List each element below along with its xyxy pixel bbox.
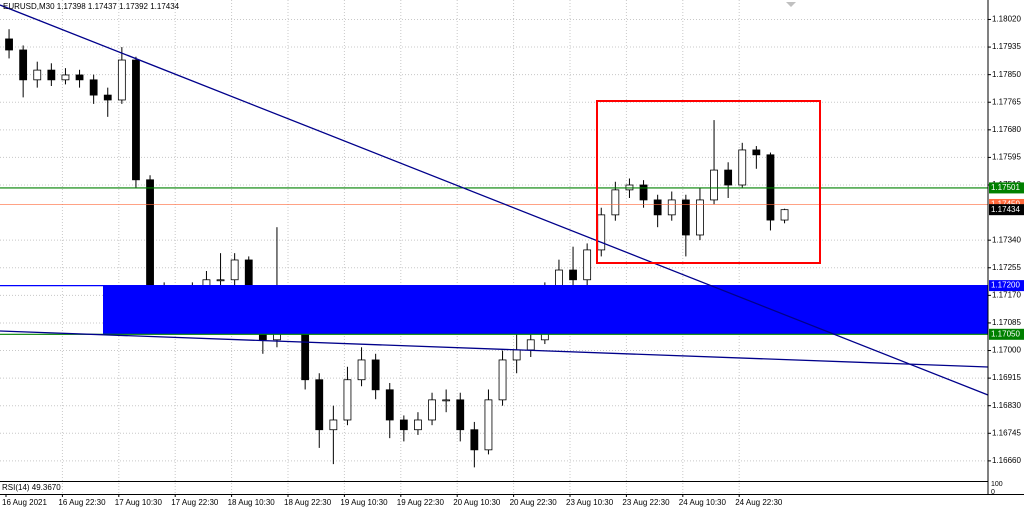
candle-body — [681, 199, 690, 236]
y-tick-label: 1.17680 — [992, 125, 1021, 134]
x-tick-label: 19 Aug 22:30 — [397, 498, 445, 507]
shift-marker — [786, 2, 796, 7]
y-tick-label: 1.16915 — [992, 373, 1021, 382]
y-tick-label: 1.17340 — [992, 235, 1021, 244]
candle-body — [61, 74, 70, 81]
price-label-box — [989, 280, 1024, 292]
price-label: 1.17450 — [991, 200, 1020, 209]
trend-line — [0, 330, 989, 368]
y-tick-label: 1.18020 — [992, 15, 1021, 24]
candle-body — [371, 359, 380, 391]
x-tick-label: 23 Aug 10:30 — [566, 498, 614, 507]
candle-body — [47, 69, 56, 81]
candle-body — [343, 379, 352, 421]
y-tick-label: 1.17595 — [992, 153, 1021, 162]
price-label-box — [989, 204, 1024, 216]
candle-body — [33, 69, 42, 81]
zone — [103, 285, 988, 335]
x-tick-label: 17 Aug 22:30 — [171, 498, 219, 507]
candle-body — [75, 74, 84, 81]
x-tick-label: 16 Aug 2021 — [2, 498, 47, 507]
y-tick-label: 1.17850 — [992, 70, 1021, 79]
y-tick-label: 1.16660 — [992, 456, 1021, 465]
candle-body — [329, 419, 338, 431]
candle-body — [724, 169, 733, 186]
candle-body — [315, 379, 324, 431]
x-tick-label: 16 Aug 22:30 — [58, 498, 106, 507]
rsi-tick-label: 0 — [991, 489, 995, 496]
candle-body — [428, 399, 436, 421]
y-tick-label: 1.17765 — [992, 97, 1021, 106]
x-tick-label: 24 Aug 10:30 — [679, 498, 727, 507]
candle-body — [5, 38, 13, 51]
candle-body — [117, 59, 126, 101]
candle-body — [132, 59, 140, 181]
plot — [0, 29, 988, 468]
rsi-tick-label: 100 — [991, 481, 1003, 488]
x-tick-label: 18 Aug 10:30 — [228, 498, 276, 507]
y-tick-label: 1.16745 — [992, 428, 1021, 437]
x-tick-label: 20 Aug 10:30 — [453, 498, 501, 507]
candle-body — [597, 214, 606, 251]
candle-body — [696, 199, 704, 236]
candle-body — [653, 199, 662, 216]
candle-body — [456, 399, 465, 431]
grid — [0, 0, 988, 494]
candle-body — [498, 359, 507, 401]
price-label: 1.17501 — [991, 183, 1020, 192]
x-tick-label: 17 Aug 10:30 — [115, 498, 163, 507]
candle-body — [639, 184, 648, 201]
candle-body — [667, 199, 676, 216]
candle-body — [569, 269, 577, 281]
y-tick-label: 1.16830 — [992, 401, 1021, 410]
price-label-box — [989, 182, 1024, 194]
x-tick-label: 20 Aug 22:30 — [510, 498, 558, 507]
y-tick-label: 1.17255 — [992, 263, 1021, 272]
candle-body — [442, 399, 451, 402]
y-tick-label: 1.17935 — [992, 42, 1021, 51]
chart-title: EURUSD,M30 1.17398 1.17437 1.17392 1.174… — [3, 2, 180, 11]
candle-body — [512, 349, 521, 361]
candle-body — [357, 359, 366, 381]
rsi-title: RSI(14) 49.3670 — [2, 483, 61, 492]
candle-body — [583, 249, 592, 281]
candle-body — [780, 209, 789, 221]
candle-body — [385, 389, 394, 421]
candle-body — [103, 94, 112, 101]
candle-body — [414, 419, 422, 431]
candle-body — [470, 429, 479, 451]
candle-body — [146, 179, 154, 291]
price-label: 1.17200 — [991, 281, 1020, 290]
candle-body — [710, 169, 718, 201]
price-label: 1.17050 — [991, 329, 1020, 338]
y-tick-label: 1.17085 — [992, 318, 1021, 327]
x-tick-label: 23 Aug 22:30 — [622, 498, 670, 507]
x-tick-label: 24 Aug 22:30 — [735, 498, 783, 507]
candle-body — [19, 49, 28, 81]
x-tick-label: 18 Aug 22:30 — [284, 498, 332, 507]
candle-body — [526, 339, 535, 351]
trend-line — [0, 4, 989, 396]
candle-body — [752, 149, 761, 156]
price-label: 1.17434 — [991, 205, 1020, 214]
candle-body — [230, 259, 239, 281]
candle-body — [399, 419, 408, 431]
highlight-box — [596, 100, 821, 264]
candle-body — [484, 399, 493, 451]
price-label-box — [989, 328, 1024, 340]
candle-body — [89, 79, 98, 96]
candle-body — [216, 279, 225, 282]
candle-body — [611, 189, 620, 216]
y-tick-label: 1.17170 — [992, 290, 1021, 299]
x-tick-label: 19 Aug 10:30 — [340, 498, 388, 507]
y-tick-label: 1.17000 — [992, 346, 1021, 355]
candle-body — [738, 149, 747, 186]
